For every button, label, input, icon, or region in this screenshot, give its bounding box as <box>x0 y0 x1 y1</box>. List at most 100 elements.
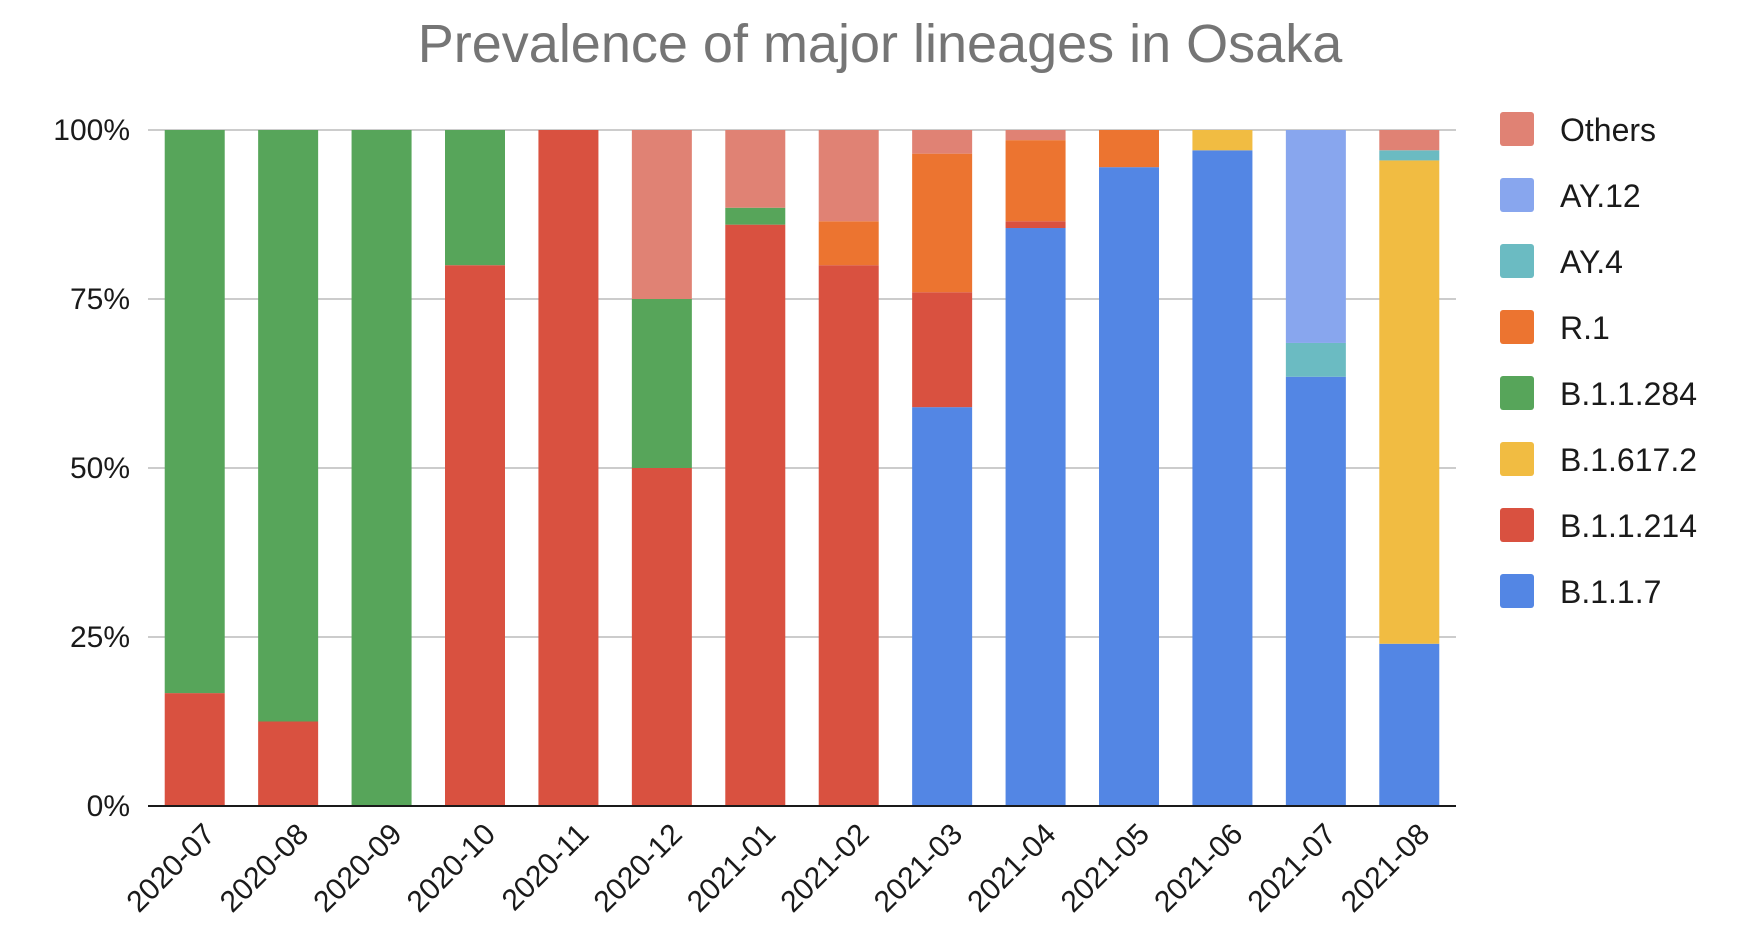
legend-swatch <box>1500 508 1534 542</box>
x-tick-label: 2020-09 <box>307 818 408 919</box>
bar-stack-2021-04 <box>1005 130 1066 806</box>
bar-stack-2020-07 <box>164 130 225 806</box>
y-axis-ticks: 0% 25% 50% 75% 100% <box>53 114 130 823</box>
legend-swatch <box>1500 112 1534 146</box>
x-tick-label: 2020-10 <box>401 818 502 919</box>
bar-segment <box>351 130 412 806</box>
y-tick-label: 75% <box>70 283 130 316</box>
legend-label: AY.4 <box>1560 244 1623 280</box>
x-tick-label: 2020-07 <box>120 818 221 919</box>
bar-segment <box>818 265 879 806</box>
y-tick-label: 100% <box>53 114 130 147</box>
bar-segment <box>1379 150 1440 161</box>
bar-stack-2020-10 <box>445 130 505 806</box>
bar-stack-2020-09 <box>351 130 412 806</box>
bar-segment <box>1005 228 1066 806</box>
bar-stack-2020-08 <box>258 130 319 806</box>
x-tick-label: 2021-05 <box>1055 818 1156 919</box>
bar-segment <box>538 130 599 806</box>
bar-stack-2021-08 <box>1379 130 1440 806</box>
legend-label: B.1.617.2 <box>1560 442 1697 478</box>
bar-segment <box>1005 130 1066 141</box>
x-tick-label: 2021-03 <box>868 818 969 919</box>
bar-segment <box>631 299 692 468</box>
legend-swatch <box>1500 244 1534 278</box>
bar-segment <box>912 153 973 293</box>
legend-swatch <box>1500 178 1534 212</box>
y-tick-label: 0% <box>87 790 130 823</box>
bar-segment <box>1379 130 1440 151</box>
bar-segment <box>1099 167 1159 806</box>
bar-stack-2021-01 <box>725 130 786 806</box>
bar-segment <box>445 265 505 806</box>
y-tick-label: 50% <box>70 452 130 485</box>
x-tick-label: 2021-07 <box>1242 818 1343 919</box>
bar-segment <box>1285 376 1346 806</box>
bar-segment <box>164 130 225 694</box>
bar-segment <box>258 721 319 806</box>
bar-segment <box>445 130 505 266</box>
bar-stack-2021-06 <box>1192 130 1253 806</box>
bar-segment <box>1192 150 1253 806</box>
legend-swatch <box>1500 376 1534 410</box>
legend-item: B.1.1.284 <box>1500 376 1697 412</box>
legend-item: Others <box>1500 112 1656 148</box>
bar-segment <box>1379 160 1440 644</box>
chart-title: Prevalence of major lineages in Osaka <box>418 14 1343 74</box>
legend-label: AY.12 <box>1560 178 1641 214</box>
legend-label: B.1.1.284 <box>1560 376 1697 412</box>
bar-stacks <box>164 130 1440 806</box>
bar-segment <box>1285 130 1346 343</box>
bar-segment <box>912 407 973 806</box>
bar-segment <box>725 207 786 225</box>
x-tick-label: 2021-02 <box>774 818 875 919</box>
legend: Others AY.12 AY.4 R.1 B.1.1.284 B.1.617.2 B.1.… <box>1500 112 1697 610</box>
legend-item: B.1.617.2 <box>1500 442 1697 478</box>
bar-stack-2021-03 <box>912 130 973 806</box>
x-tick-label: 2021-06 <box>1148 818 1249 919</box>
legend-label: B.1.1.7 <box>1560 574 1661 610</box>
x-tick-label: 2020-11 <box>496 818 596 918</box>
legend-item: AY.4 <box>1500 244 1623 280</box>
x-tick-label: 2021-04 <box>961 818 1062 919</box>
x-tick-label: 2020-12 <box>588 818 689 919</box>
x-axis-ticks: 2020-072020-082020-092020-102020-112020-… <box>120 818 1436 919</box>
bar-segment <box>631 130 692 299</box>
gridlines <box>148 129 1456 638</box>
legend-item: B.1.1.214 <box>1500 508 1697 544</box>
bar-segment <box>725 130 786 208</box>
bar-segment <box>164 693 225 806</box>
legend-item: R.1 <box>1500 310 1610 346</box>
bar-segment <box>1285 342 1346 377</box>
bar-segment <box>912 292 973 408</box>
bar-segment <box>912 130 973 154</box>
bar-stack-2021-07 <box>1285 130 1346 806</box>
x-tick-label: 2020-08 <box>214 818 315 919</box>
bar-segment <box>1379 643 1440 806</box>
legend-swatch <box>1500 310 1534 344</box>
legend-swatch <box>1500 442 1534 476</box>
bar-segment <box>258 130 319 722</box>
legend-label: Others <box>1560 112 1656 148</box>
bar-stack-2021-05 <box>1099 130 1159 806</box>
x-tick-label: 2021-01 <box>681 818 782 919</box>
bar-segment <box>631 468 692 806</box>
x-tick-label: 2021-08 <box>1335 818 1436 919</box>
bar-stack-2021-02 <box>818 130 879 806</box>
legend-label: B.1.1.214 <box>1560 508 1697 544</box>
bar-segment <box>1099 130 1159 168</box>
bar-segment <box>725 224 786 806</box>
bar-stack-2020-11 <box>538 130 599 806</box>
bar-segment <box>818 130 879 222</box>
legend-label: R.1 <box>1560 310 1610 346</box>
legend-item: AY.12 <box>1500 178 1641 214</box>
bar-stack-2020-12 <box>631 130 692 806</box>
bar-segment <box>1005 221 1066 229</box>
bar-segment <box>818 221 879 266</box>
legend-swatch <box>1500 574 1534 608</box>
y-tick-label: 25% <box>70 621 130 654</box>
bar-segment <box>1005 140 1066 222</box>
bar-segment <box>1192 130 1253 151</box>
legend-item: B.1.1.7 <box>1500 574 1661 610</box>
